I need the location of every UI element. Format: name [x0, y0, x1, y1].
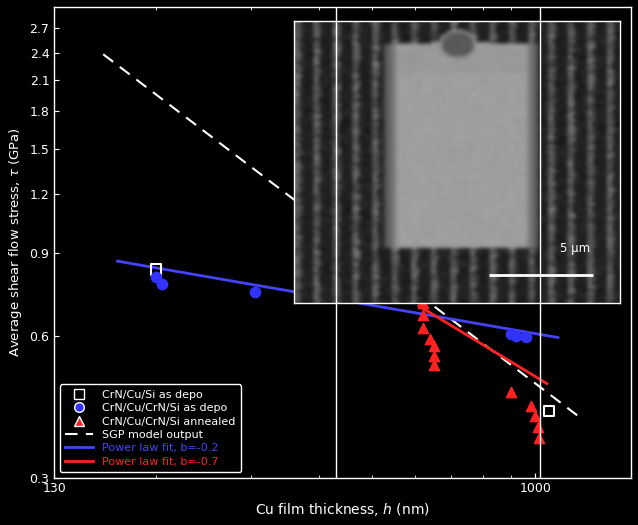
Point	[521, 332, 531, 341]
Point	[418, 311, 428, 319]
Point	[151, 273, 161, 281]
Point	[505, 330, 516, 339]
Point	[156, 279, 167, 288]
Point	[425, 335, 435, 343]
Point	[544, 407, 554, 415]
Point	[418, 323, 428, 332]
Y-axis label: Average shear flow stress, $\tau$ (GPa): Average shear flow stress, $\tau$ (GPa)	[7, 128, 24, 357]
Point	[418, 299, 428, 307]
Point	[429, 342, 439, 351]
Legend: CrN/Cu/Si as depo, CrN/Cu/CrN/Si as depo, CrN/Cu/CrN/Si annealed, SGP model outp: CrN/Cu/Si as depo, CrN/Cu/CrN/Si as depo…	[60, 384, 241, 472]
Point	[534, 433, 544, 442]
Point	[429, 361, 439, 370]
Point	[429, 351, 439, 360]
Point	[530, 412, 540, 421]
Point	[510, 332, 521, 340]
X-axis label: Cu film thickness, $h$ (nm): Cu film thickness, $h$ (nm)	[255, 501, 430, 518]
Point	[151, 266, 161, 274]
Point	[250, 288, 260, 296]
Point	[526, 402, 536, 411]
Point	[331, 293, 341, 301]
Point	[505, 388, 516, 397]
Point	[533, 423, 543, 431]
